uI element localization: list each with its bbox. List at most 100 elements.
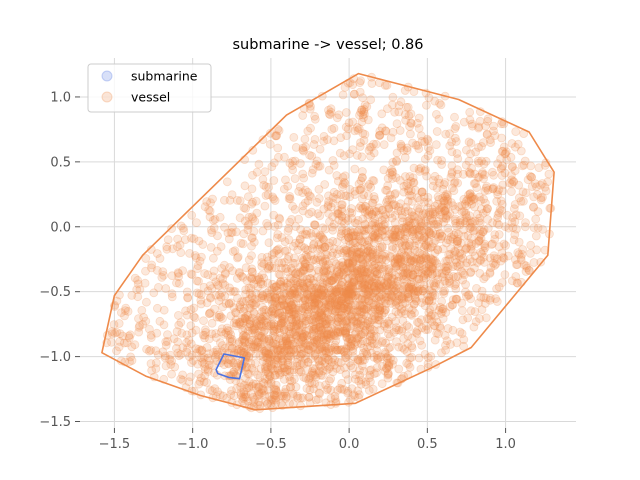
vessel-point (495, 204, 505, 214)
vessel-point (163, 336, 172, 346)
vessel-point (469, 263, 479, 273)
vessel-point (428, 176, 438, 185)
vessel-point (363, 182, 373, 192)
vessel-point (452, 294, 462, 304)
vessel-point (327, 222, 337, 232)
vessel-point (306, 315, 316, 325)
vessel-point (407, 273, 417, 282)
vessel-point (184, 377, 194, 387)
vessel-point (260, 346, 270, 356)
vessel-point (214, 310, 224, 320)
vessel-point (189, 303, 199, 313)
vessel-point (457, 306, 467, 316)
vessel-point (347, 208, 357, 218)
vessel-point (196, 252, 206, 262)
vessel-point (204, 360, 214, 370)
vessel-point (315, 322, 325, 332)
vessel-point (303, 341, 313, 350)
vessel-point (327, 345, 337, 355)
vessel-point (402, 217, 412, 227)
vessel-point (283, 181, 293, 191)
vessel-point (336, 231, 346, 241)
vessel-point (258, 174, 268, 184)
vessel-point (319, 287, 329, 296)
vessel-point (414, 274, 424, 284)
vessel-point (383, 370, 393, 380)
vessel-point (531, 214, 541, 224)
vessel-point (310, 254, 319, 264)
vessel-point (391, 316, 400, 326)
vessel-point (240, 313, 250, 323)
vessel-point (358, 110, 368, 120)
vessel-point (417, 323, 427, 333)
vessel-point (270, 292, 280, 302)
vessel-point (497, 146, 507, 156)
vessel-point (370, 266, 380, 276)
vessel-point (306, 123, 315, 133)
vessel-point (221, 268, 230, 278)
vessel-point (267, 263, 277, 273)
vessel-point (414, 254, 424, 264)
vessel-point (339, 177, 349, 187)
vessel-point (303, 196, 313, 206)
vessel-point (481, 272, 490, 282)
vessel-point (158, 347, 168, 357)
vessel-point (421, 266, 431, 276)
vessel-point (386, 133, 396, 143)
vessel-point (375, 264, 385, 274)
vessel-point (522, 263, 532, 273)
vessel-point (454, 202, 464, 212)
vessel-point (364, 179, 374, 189)
vessel-point (422, 134, 432, 144)
vessel-point (182, 338, 191, 348)
x-tick-label: −1.5 (99, 437, 131, 452)
vessel-point (330, 308, 340, 317)
vessel-point (187, 210, 197, 220)
vessel-point (516, 252, 526, 262)
vessel-point (488, 184, 498, 194)
vessel-point (412, 118, 422, 128)
vessel-point (370, 315, 379, 325)
vessel-point (467, 257, 477, 267)
vessel-point (343, 274, 353, 284)
vessel-point (332, 284, 342, 294)
vessel-point (132, 285, 142, 295)
vessel-point (420, 165, 430, 175)
vessel-point (340, 171, 350, 181)
vessel-point (371, 300, 381, 310)
vessel-point (393, 276, 403, 286)
vessel-point (274, 258, 284, 268)
vessel-point (364, 205, 374, 215)
vessel-point (426, 253, 436, 263)
vessel-point (359, 366, 369, 376)
vessel-point (482, 181, 492, 191)
vessel-point (256, 293, 266, 303)
vessel-point (367, 257, 377, 267)
vessel-point (298, 332, 308, 342)
vessel-point (429, 321, 439, 330)
vessel-point (355, 275, 365, 285)
vessel-point (180, 235, 190, 245)
vessel-point (502, 155, 512, 165)
vessel-point (369, 192, 379, 201)
vessel-point (272, 233, 282, 243)
vessel-point (296, 401, 306, 411)
vessel-point (421, 325, 431, 335)
vessel-point (508, 213, 517, 222)
y-tick-label: 0.5 (50, 155, 71, 170)
vessel-point (306, 101, 315, 111)
vessel-point (359, 245, 369, 254)
vessel-point (247, 241, 256, 251)
vessel-point (463, 231, 473, 240)
vessel-point (414, 274, 424, 284)
vessel-point (496, 154, 506, 164)
vessel-point (382, 324, 392, 334)
vessel-point (304, 209, 314, 219)
vessel-point (338, 261, 348, 271)
vessel-point (307, 268, 317, 278)
vessel-point (334, 296, 344, 305)
vessel-point (185, 248, 195, 258)
vessel-point (270, 351, 279, 360)
vessel-point (254, 333, 264, 342)
vessel-point (365, 325, 375, 335)
